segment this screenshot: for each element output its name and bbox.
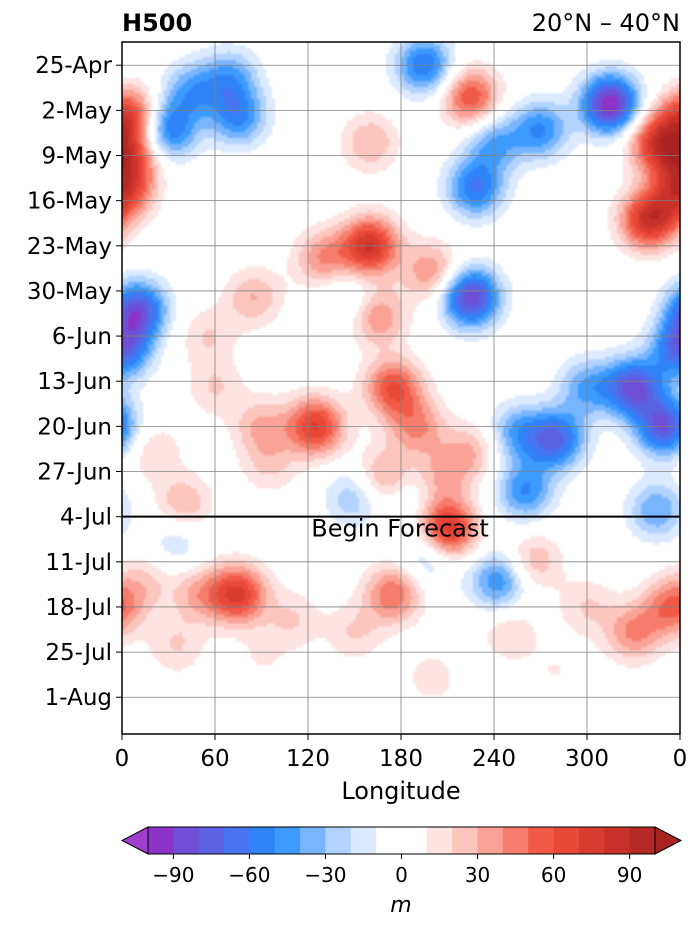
colorbar-segment [198,827,225,854]
colorbar-segment [604,827,631,854]
x-tick-label: 60 [200,746,229,772]
y-tick-label: 27-Jun [37,460,112,486]
colorbar-tick-label: −90 [152,863,194,887]
colorbar-tick-label: 60 [541,863,566,887]
colorbar-segment [350,827,377,854]
y-tick-label: 16-May [27,189,112,215]
plot-area: Begin Forecast [121,41,681,735]
x-tick-label: 180 [379,746,423,772]
colorbar-label: m [390,893,411,918]
x-tick-label: 240 [472,746,516,772]
y-tick-label: 20-Jun [37,414,112,440]
colorbar-tick-label: 0 [395,863,408,887]
x-tick-label: 0 [115,746,130,772]
title-right: 20°N – 40°N [532,9,680,37]
colorbar-segment [629,827,656,854]
colorbar-segment [376,827,428,854]
y-tick-label: 25-Apr [35,53,112,79]
colorbar-segment [452,827,479,854]
colorbar-segment [528,827,555,854]
y-tick-label: 30-May [27,279,112,305]
y-tick-label: 25-Jul [45,640,112,666]
y-tick-label: 2-May [42,98,112,124]
colorbar-segment [300,827,326,854]
y-axis: 25-Apr 2-May 9-May 16-May 23-May 30-May 6-Jun 1… [27,53,122,711]
colorbar-tick-label: −60 [228,863,270,887]
x-axis-label: Longitude [341,777,460,805]
x-axis: 0 60 120 180 240 300 0 [115,734,688,772]
colorbar [120,826,683,855]
colorbar-segment [148,827,174,854]
colorbar-tick-label: −30 [304,863,346,887]
colorbar-segment [502,827,529,854]
colorbar-tick-label: 90 [617,863,642,887]
y-tick-label: 9-May [42,144,112,170]
colorbar-segment [426,827,453,854]
y-tick-label: 13-Jun [37,369,112,395]
colorbar-segment [173,827,200,854]
colorbar-under-triangle [120,826,149,855]
y-tick-label: 6-Jun [52,324,112,350]
x-tick-label: 0 [673,746,688,772]
x-tick-label: 300 [565,746,609,772]
title-left: H500 [122,9,192,37]
colorbar-over-triangle [654,826,683,855]
colorbar-ticks: −90 −60 −30 0 30 60 90 [152,854,642,887]
x-tick-label: 120 [286,746,330,772]
colorbar-segment [553,827,580,854]
colorbar-segment [477,827,504,854]
y-tick-label: 18-Jul [45,595,112,621]
begin-forecast-label: Begin Forecast [311,515,489,543]
y-tick-label: 1-Aug [45,685,112,711]
colorbar-tick-label: 30 [465,863,490,887]
y-tick-label: 11-Jul [45,550,112,576]
colorbar-segment [578,827,605,854]
y-tick-label: 23-May [27,234,112,260]
colorbar-segment [249,827,276,854]
colorbar-segment [274,827,301,854]
colorbar-segment [224,827,250,854]
y-tick-label: 4-Jul [60,505,112,531]
colorbar-segment [325,827,352,854]
